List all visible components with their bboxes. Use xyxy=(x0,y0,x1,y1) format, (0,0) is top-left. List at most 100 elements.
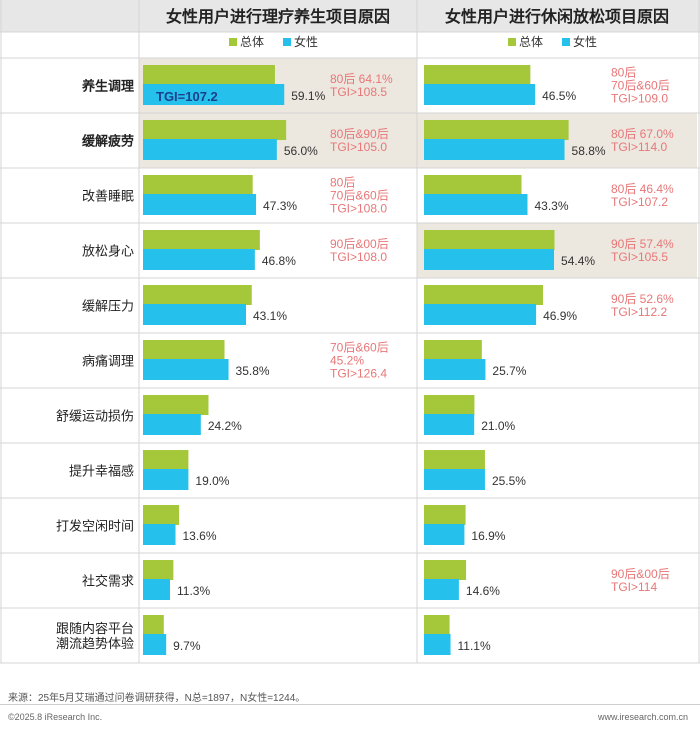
bar-female xyxy=(143,249,255,270)
tgi-annotation: TGI>109.0 xyxy=(611,92,668,106)
category-label: 打发空闲时间 xyxy=(56,519,134,534)
legend-swatch-overall xyxy=(229,38,237,46)
legend-label-overall: 总体 xyxy=(519,35,543,49)
copyright: ©2025.8 iResearch Inc. xyxy=(8,712,103,722)
data-label: 58.8% xyxy=(572,144,606,158)
bar-overall xyxy=(143,395,209,415)
tgi-annotation: 70后&60后 xyxy=(330,341,389,355)
data-label: 46.5% xyxy=(542,89,576,103)
data-label: 13.6% xyxy=(183,529,217,543)
bar-overall xyxy=(143,230,260,250)
category-label: 养生调理 xyxy=(81,79,134,94)
category-label: 潮流趋势体验 xyxy=(56,636,134,651)
tgi-annotation: 80后 xyxy=(330,176,355,190)
bar-overall xyxy=(424,615,450,635)
bar-female xyxy=(424,524,465,545)
tgi-annotation: TGI>126.4 xyxy=(330,367,387,381)
tgi-annotation: 45.2% xyxy=(330,354,364,368)
bar-overall xyxy=(424,230,555,250)
data-label: 46.8% xyxy=(262,254,296,268)
category-label: 缓解疲劳 xyxy=(82,134,134,149)
data-label: 11.1% xyxy=(458,639,491,653)
bar-overall xyxy=(143,615,164,635)
bar-overall xyxy=(143,505,180,525)
bar-female xyxy=(424,579,459,600)
bar-overall xyxy=(424,120,569,140)
data-label: 24.2% xyxy=(208,419,242,433)
bar-overall xyxy=(424,505,466,525)
bar-female xyxy=(424,84,536,105)
bar-female xyxy=(424,139,565,160)
data-label: 19.0% xyxy=(195,474,229,488)
data-label: 25.7% xyxy=(492,364,526,378)
bar-overall xyxy=(424,450,485,470)
data-label: 11.3% xyxy=(177,584,210,598)
bar-overall xyxy=(143,65,275,85)
tgi-annotation: TGI>108.0 xyxy=(330,250,387,264)
data-label: 59.1% xyxy=(291,89,325,103)
data-label: 35.8% xyxy=(236,364,270,378)
category-label: 放松身心 xyxy=(82,244,134,259)
bar-female xyxy=(424,304,537,325)
tgi-inline-label: TGI=107.2 xyxy=(156,89,218,104)
tgi-annotation: 90后&00后 xyxy=(611,567,670,581)
tgi-annotation: TGI>105.0 xyxy=(330,140,387,154)
tgi-annotation: 80后 xyxy=(611,66,636,80)
tgi-annotation: TGI>108.5 xyxy=(330,85,387,99)
bar-female xyxy=(424,194,528,215)
tgi-annotation: TGI>112.2 xyxy=(611,305,667,319)
tgi-annotation: TGI>105.5 xyxy=(611,250,668,264)
website-url: www.iresearch.com.cn xyxy=(597,712,688,722)
bar-overall xyxy=(424,560,467,580)
data-label: 14.6% xyxy=(466,584,500,598)
tgi-annotation: TGI>114 xyxy=(611,580,657,594)
bar-overall xyxy=(424,395,475,415)
legend-swatch-overall xyxy=(508,38,516,46)
bar-overall xyxy=(143,340,225,360)
bar-female xyxy=(143,304,247,325)
bar-overall xyxy=(424,285,544,305)
bar-overall xyxy=(424,175,522,195)
bar-female xyxy=(424,414,475,435)
category-label: 提升幸福感 xyxy=(69,464,134,479)
panel-title: 女性用户进行休闲放松项目原因 xyxy=(445,7,669,26)
chart-svg: 养生调理缓解疲劳改善睡眠放松身心缓解压力病痛调理舒缓运动损伤提升幸福感打发空闲时… xyxy=(0,0,700,664)
bar-female xyxy=(424,469,485,490)
tgi-annotation: 80后 67.0% xyxy=(611,127,674,141)
category-label: 社交需求 xyxy=(82,574,134,589)
data-label: 43.1% xyxy=(253,309,287,323)
category-label: 跟随内容平台 xyxy=(56,621,134,636)
tgi-annotation: TGI>107.2 xyxy=(611,195,668,209)
category-label: 病痛调理 xyxy=(82,354,134,369)
bar-female xyxy=(143,579,171,600)
legend-swatch-female xyxy=(562,38,570,46)
bar-female xyxy=(143,524,176,545)
category-label: 改善睡眠 xyxy=(82,189,134,204)
bar-female xyxy=(143,469,189,490)
data-label: 25.5% xyxy=(492,474,526,488)
data-label: 46.9% xyxy=(543,309,577,323)
data-label: 47.3% xyxy=(263,199,297,213)
bar-overall xyxy=(424,340,482,360)
data-label: 21.0% xyxy=(481,419,515,433)
tgi-annotation: 70后&60后 xyxy=(330,189,389,203)
tgi-annotation: TGI>108.0 xyxy=(330,202,387,216)
bar-overall xyxy=(143,120,287,140)
bar-female xyxy=(143,84,285,105)
bar-overall xyxy=(143,450,189,470)
tgi-annotation: 80后 46.4% xyxy=(611,182,674,196)
bar-female xyxy=(143,359,229,380)
bar-female xyxy=(424,359,486,380)
tgi-annotation: 90后 52.6% xyxy=(611,292,674,306)
category-label: 缓解压力 xyxy=(82,299,134,314)
data-label: 9.7% xyxy=(173,639,201,653)
tgi-annotation: 90后&00后 xyxy=(330,237,389,251)
tgi-annotation: 70后&60后 xyxy=(611,79,670,93)
category-label: 舒缓运动损伤 xyxy=(56,409,134,424)
bar-female xyxy=(143,194,257,215)
data-label: 16.9% xyxy=(471,529,505,543)
tgi-annotation: 80后 64.1% xyxy=(330,72,393,86)
data-label: 43.3% xyxy=(534,199,568,213)
header-band xyxy=(0,0,700,32)
legend-label-overall: 总体 xyxy=(240,35,264,49)
